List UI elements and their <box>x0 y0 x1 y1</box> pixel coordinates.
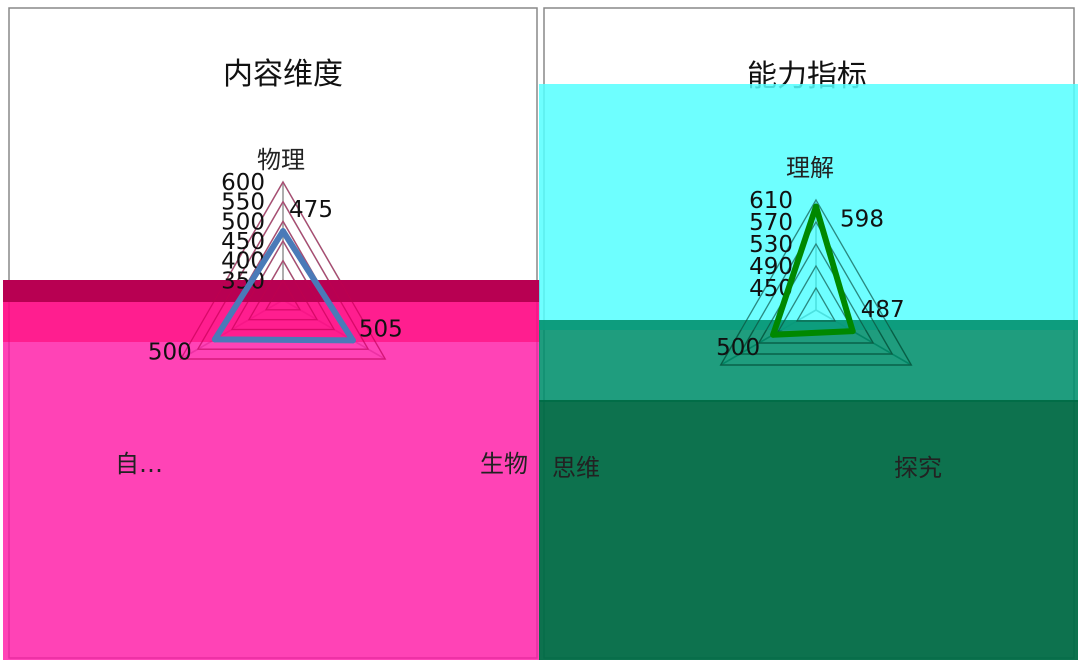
tick-label: 450 <box>221 229 265 255</box>
left-overlay-fill <box>3 288 540 660</box>
grid-ring-foreground <box>247 259 319 321</box>
tick-label: 610 <box>749 188 793 214</box>
axis-label: 生物 <box>480 450 528 478</box>
grid-ring-foreground <box>264 279 302 311</box>
grid-ring-foreground <box>179 180 387 360</box>
data-label: 500 <box>716 335 760 361</box>
data-label: 475 <box>289 197 333 223</box>
series-point <box>813 203 819 210</box>
series-point <box>349 337 356 344</box>
series-line <box>770 203 856 338</box>
grid-ring-foreground <box>196 200 370 350</box>
series-line <box>211 228 356 344</box>
series-point <box>280 228 286 235</box>
grid-ring-foreground <box>719 198 913 366</box>
right-overlay <box>539 84 1078 660</box>
tick-label: 500 <box>221 209 265 235</box>
chart-title-content: 内容维度 <box>223 57 343 92</box>
tick-label: 490 <box>749 254 793 280</box>
tick-label: 570 <box>749 210 793 236</box>
right-overlay-top <box>539 84 1078 330</box>
series-point <box>849 328 856 335</box>
series-point <box>770 331 777 338</box>
left-overlay-strip <box>3 302 540 342</box>
data-label: 505 <box>359 316 403 342</box>
data-label: 598 <box>840 207 884 233</box>
grid-ring-foreground <box>230 239 336 331</box>
left-overlay <box>3 280 540 660</box>
tick-label: 530 <box>749 232 793 258</box>
axis-label: 物理 <box>257 146 305 174</box>
left-overlay-band <box>3 280 540 302</box>
grid-ring-foreground <box>738 220 894 355</box>
axis-label: 理解 <box>786 154 834 182</box>
axis-label: 探究 <box>894 454 942 482</box>
right-overlay-bottom <box>539 400 1078 660</box>
data-label: 487 <box>861 297 905 323</box>
grid-ring-foreground <box>795 286 837 322</box>
tick-label: 550 <box>221 190 265 216</box>
tick-label: 600 <box>221 170 265 196</box>
axis-label: 思维 <box>552 454 600 482</box>
series-point <box>211 336 218 343</box>
data-label: 500 <box>148 339 192 365</box>
axis-label: 自… <box>115 450 163 478</box>
